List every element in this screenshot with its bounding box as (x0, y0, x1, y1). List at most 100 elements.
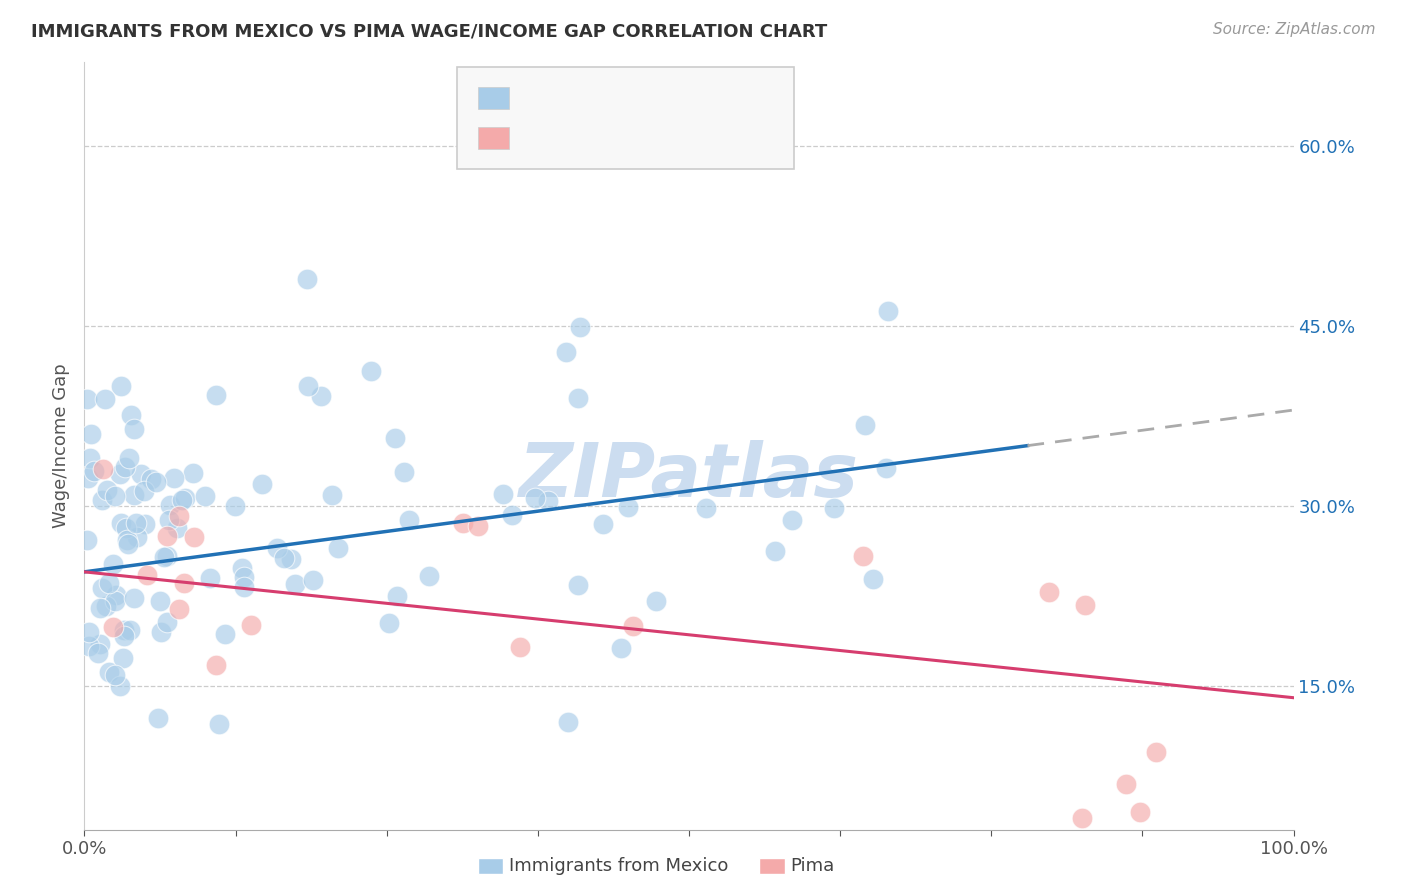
Point (134, 517, 156, 532)
Text: R =   0.310   N = 108: R = 0.310 N = 108 (517, 87, 754, 107)
Point (125, 516, 148, 530)
Point (145, 475, 167, 490)
Point (555, 345, 578, 359)
Point (273, 550, 295, 565)
Point (79, 640, 101, 654)
Point (117, 537, 139, 551)
Point (122, 488, 145, 502)
Point (876, 304, 898, 318)
Point (569, 320, 592, 334)
Text: R = -0.353   N =  21: R = -0.353 N = 21 (517, 128, 742, 147)
Point (321, 488, 343, 502)
Point (170, 493, 193, 508)
Point (111, 651, 134, 665)
Point (103, 557, 125, 571)
Point (208, 716, 231, 731)
Point (695, 501, 717, 516)
Point (1038, 584, 1060, 599)
Point (537, 493, 560, 508)
Point (146, 711, 169, 725)
Point (89, 600, 111, 615)
Point (763, 544, 786, 558)
Point (252, 476, 274, 491)
Point (91, 581, 114, 595)
Point (224, 499, 246, 513)
Point (166, 521, 188, 535)
Point (398, 513, 420, 527)
Text: ZIPatlas: ZIPatlas (519, 440, 859, 513)
Point (129, 467, 152, 481)
Point (557, 714, 579, 729)
Point (156, 615, 179, 629)
Point (174, 491, 197, 505)
Point (233, 580, 256, 594)
Point (467, 519, 489, 533)
Point (392, 465, 415, 479)
Point (120, 408, 142, 422)
Point (159, 498, 181, 512)
Point (194, 489, 217, 503)
Point (524, 491, 547, 505)
Point (492, 487, 515, 501)
Point (328, 541, 350, 556)
Point (621, 619, 644, 633)
Point (110, 516, 132, 530)
Point (77, 471, 100, 485)
Point (567, 391, 589, 405)
Point (610, 640, 633, 655)
Point (135, 568, 157, 582)
Point (214, 627, 236, 641)
Point (104, 668, 127, 682)
Point (79, 451, 101, 466)
Point (94, 599, 117, 613)
Point (1129, 805, 1152, 820)
Point (232, 570, 254, 584)
Point (96, 483, 118, 497)
Point (205, 657, 228, 672)
Point (110, 379, 132, 393)
Point (104, 594, 127, 608)
Point (311, 389, 333, 403)
Point (141, 473, 163, 487)
Point (280, 551, 302, 566)
Point (266, 541, 288, 555)
Point (76, 533, 98, 548)
Text: Source: ZipAtlas.com: Source: ZipAtlas.com (1212, 22, 1375, 37)
Y-axis label: Wage/Income Gap: Wage/Income Gap (52, 364, 70, 528)
Point (132, 483, 155, 498)
Point (862, 573, 884, 587)
Point (122, 422, 145, 436)
Point (181, 466, 204, 480)
Point (239, 618, 262, 632)
Point (91, 462, 114, 476)
Point (77, 625, 100, 640)
Point (98, 665, 121, 679)
Point (108, 467, 131, 481)
Point (284, 576, 307, 591)
Point (852, 549, 875, 563)
Point (297, 272, 319, 286)
Point (155, 549, 177, 564)
Point (90, 493, 112, 508)
Point (231, 561, 253, 575)
Point (205, 388, 228, 402)
Point (1073, 598, 1095, 612)
Point (127, 530, 149, 544)
Text: IMMIGRANTS FROM MEXICO VS PIMA WAGE/INCOME GAP CORRELATION CHART: IMMIGRANTS FROM MEXICO VS PIMA WAGE/INCO… (31, 22, 827, 40)
Point (418, 568, 440, 582)
Text: Pima: Pima (790, 857, 834, 875)
Point (76, 392, 98, 406)
Point (501, 508, 523, 522)
Point (297, 379, 319, 393)
Point (173, 575, 195, 590)
Point (94, 392, 117, 406)
Point (616, 500, 638, 514)
Point (644, 593, 666, 607)
Point (112, 624, 135, 638)
Point (1115, 777, 1137, 791)
Point (103, 620, 125, 634)
Point (167, 602, 190, 616)
Point (360, 364, 382, 378)
Point (1071, 811, 1094, 825)
Point (118, 451, 141, 466)
